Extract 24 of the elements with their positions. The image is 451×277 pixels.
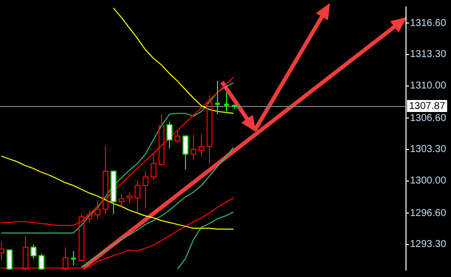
candlestick xyxy=(190,134,196,160)
candlestick xyxy=(102,145,108,214)
candlestick xyxy=(223,92,230,112)
y-tick-label: 1303.30 xyxy=(410,144,447,156)
y-tick-label: 1316.60 xyxy=(410,18,447,29)
y-tick-label: 1296.60 xyxy=(410,208,447,219)
y-tick-label: 1293.30 xyxy=(410,239,447,250)
candlestick xyxy=(118,194,124,207)
candlestick xyxy=(198,134,204,157)
candlestick xyxy=(126,192,132,204)
y-tick-label: 1300.00 xyxy=(410,176,447,186)
y-tick-label: 1306.60 xyxy=(410,112,447,124)
y-tick-label: 1310.00 xyxy=(410,80,447,92)
candlestick xyxy=(214,80,221,115)
candlestick xyxy=(142,170,148,209)
candlestick xyxy=(158,114,164,166)
candlestick xyxy=(150,152,156,180)
candlestick xyxy=(86,210,92,224)
y-tick-label: 1313.30 xyxy=(410,49,447,60)
candlestick xyxy=(70,250,77,266)
candlestick xyxy=(94,201,100,220)
ref-line-label: 1307.87 xyxy=(409,100,446,112)
candlestick xyxy=(134,180,140,213)
candlestick xyxy=(206,94,212,164)
